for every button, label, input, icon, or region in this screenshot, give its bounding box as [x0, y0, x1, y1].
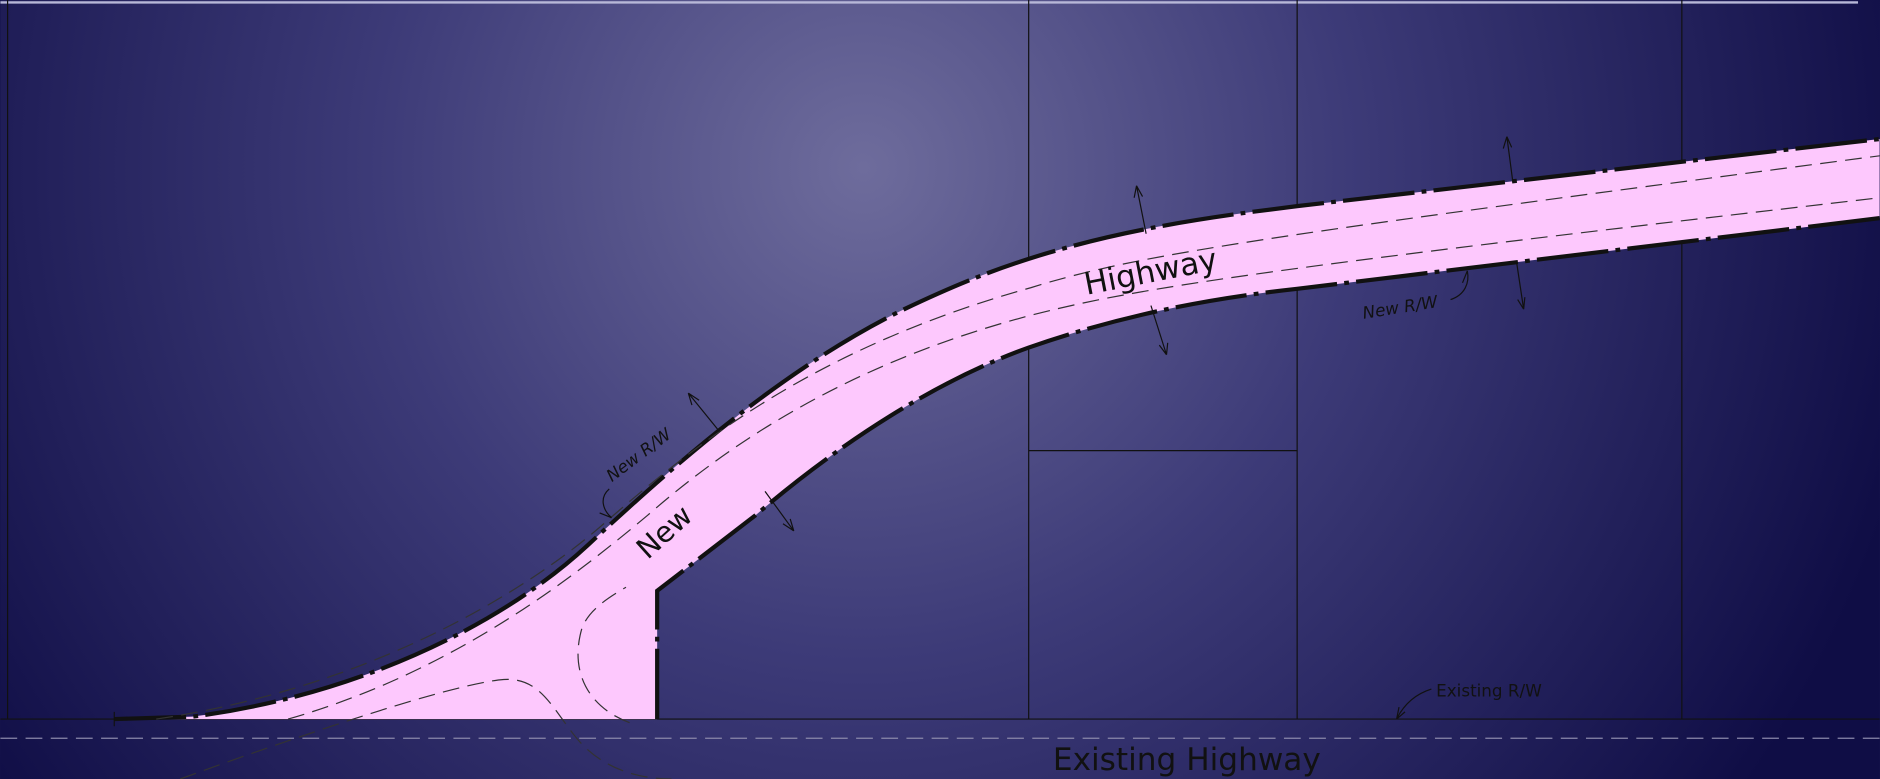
new-rw-lines [114, 136, 1880, 722]
existing-highway-label: Existing Highway [1053, 742, 1321, 778]
road-edge-lines [156, 155, 1880, 779]
existing-rw-label: Existing R/W [1436, 681, 1542, 701]
rw-ticks [113, 136, 1526, 727]
